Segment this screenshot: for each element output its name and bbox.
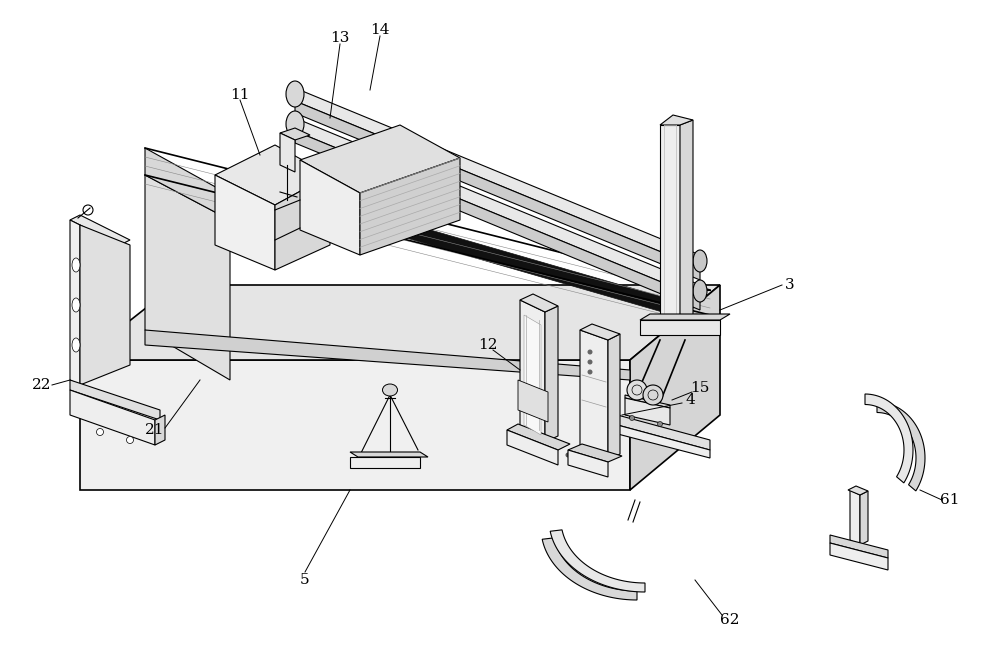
Polygon shape (507, 430, 558, 465)
Polygon shape (350, 457, 420, 468)
Polygon shape (80, 225, 130, 385)
Text: 22: 22 (32, 378, 52, 392)
Ellipse shape (627, 380, 647, 400)
Polygon shape (215, 145, 330, 205)
Ellipse shape (588, 369, 592, 374)
Ellipse shape (72, 298, 80, 312)
Polygon shape (295, 131, 700, 310)
Polygon shape (610, 423, 710, 458)
Polygon shape (545, 306, 558, 442)
Text: 15: 15 (690, 381, 710, 395)
Polygon shape (230, 172, 690, 320)
Polygon shape (295, 88, 700, 268)
Ellipse shape (72, 338, 80, 352)
Text: 21: 21 (145, 423, 165, 437)
Polygon shape (568, 444, 622, 462)
Text: 3: 3 (785, 278, 795, 292)
Polygon shape (360, 158, 460, 255)
Polygon shape (145, 330, 630, 380)
Polygon shape (660, 125, 680, 330)
Ellipse shape (658, 422, 662, 426)
Ellipse shape (127, 436, 134, 444)
Ellipse shape (693, 250, 707, 272)
Ellipse shape (693, 280, 707, 302)
Polygon shape (70, 215, 130, 245)
Text: 61: 61 (940, 493, 960, 507)
Polygon shape (608, 334, 620, 460)
Polygon shape (300, 125, 460, 193)
Text: 14: 14 (370, 23, 390, 37)
Ellipse shape (566, 452, 570, 457)
Ellipse shape (588, 359, 592, 365)
Polygon shape (275, 175, 330, 270)
Polygon shape (550, 530, 645, 592)
Ellipse shape (588, 349, 592, 355)
Polygon shape (640, 320, 720, 335)
Polygon shape (300, 160, 360, 255)
Text: 4: 4 (685, 393, 695, 407)
Text: 5: 5 (300, 573, 310, 587)
Ellipse shape (552, 452, 558, 457)
Polygon shape (80, 360, 630, 490)
Polygon shape (518, 380, 548, 422)
Ellipse shape (578, 452, 584, 457)
Ellipse shape (72, 258, 80, 272)
Polygon shape (830, 543, 888, 570)
Polygon shape (865, 394, 913, 483)
Polygon shape (848, 486, 868, 495)
Polygon shape (625, 398, 670, 425)
Polygon shape (640, 314, 730, 320)
Polygon shape (625, 395, 670, 408)
Polygon shape (350, 452, 428, 457)
Ellipse shape (643, 385, 663, 405)
Polygon shape (280, 128, 310, 140)
Text: 13: 13 (330, 31, 350, 45)
Ellipse shape (630, 416, 635, 420)
Polygon shape (70, 390, 155, 445)
Text: 11: 11 (230, 88, 250, 102)
Polygon shape (580, 324, 620, 340)
Polygon shape (295, 101, 700, 280)
Polygon shape (520, 294, 558, 312)
Polygon shape (630, 285, 720, 490)
Ellipse shape (382, 384, 398, 396)
Ellipse shape (286, 81, 304, 107)
Polygon shape (70, 220, 80, 385)
Polygon shape (215, 175, 275, 270)
Polygon shape (877, 402, 925, 491)
Polygon shape (70, 380, 160, 420)
Polygon shape (280, 133, 295, 172)
Polygon shape (860, 491, 868, 545)
Polygon shape (580, 330, 608, 460)
Text: 62: 62 (720, 613, 740, 627)
Polygon shape (830, 535, 888, 558)
Polygon shape (80, 285, 720, 360)
Ellipse shape (97, 428, 104, 436)
Polygon shape (660, 115, 693, 125)
Polygon shape (542, 538, 637, 600)
Polygon shape (507, 424, 570, 450)
Polygon shape (850, 490, 860, 545)
Polygon shape (568, 450, 608, 477)
Polygon shape (155, 415, 165, 445)
Polygon shape (610, 413, 710, 450)
Text: 12: 12 (478, 338, 498, 352)
Polygon shape (524, 315, 541, 435)
Polygon shape (145, 175, 230, 380)
Polygon shape (680, 120, 693, 330)
Ellipse shape (286, 111, 304, 137)
Polygon shape (145, 148, 230, 220)
Polygon shape (295, 118, 700, 298)
Polygon shape (520, 300, 545, 442)
